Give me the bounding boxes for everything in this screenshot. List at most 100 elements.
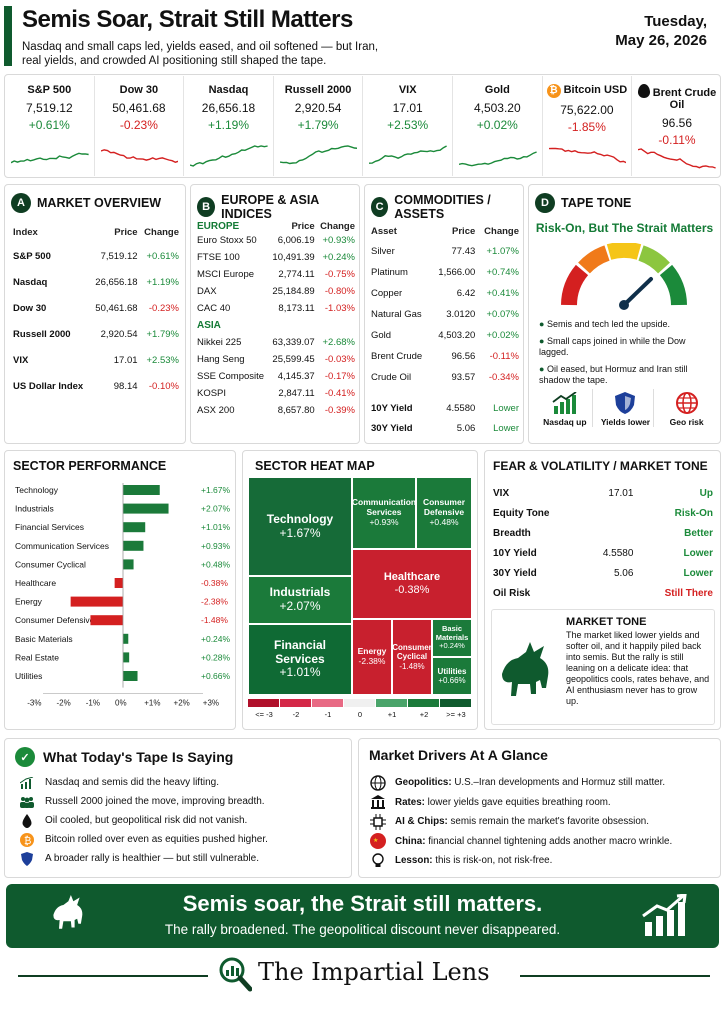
market-overview-card: A MARKET OVERVIEW Index Price Change S&P 500… — [4, 184, 186, 444]
fear-volatility-card: FEAR & VOLATILITY / MARKET TONE VIX 17.01… — [484, 450, 721, 730]
table-row: Euro Stoxx 50 6,006.19 +0.93% — [197, 235, 355, 246]
tape-saying-card: ✓ What Today's Tape Is Saying Nasdaq and… — [4, 738, 352, 878]
ticker-3: Russell 2000 2,920.54 +1.79% — [274, 76, 364, 176]
fear-table: VIX 17.01 Up Equity Tone Risk-On Breadth Bette… — [491, 483, 715, 603]
badge-a: A — [11, 193, 31, 213]
sector-bar — [123, 540, 144, 551]
col-change: Change — [144, 226, 179, 238]
table-row: DAX 25,184.89 -0.80% — [197, 286, 355, 297]
axis-tick-label: -3% — [27, 699, 41, 708]
tape-saying-list: Nasdaq and semis did the heavy lifting. R… — [19, 773, 349, 868]
table-row: Copper 6.42 +0.41% — [371, 288, 519, 299]
table-row: Silver 77.43 +1.07% — [371, 246, 519, 257]
sector-label: Technology — [15, 485, 59, 495]
heat-map-legend: <= -3 -2 -1 0 +1 +2 >= +3 — [248, 699, 472, 719]
market-tone-box: MARKET TONE The market liked lower yield… — [491, 609, 715, 725]
sparkline — [548, 147, 627, 164]
bitcoin-icon: ₿ — [546, 84, 561, 98]
sector-bar — [123, 485, 160, 495]
tone-icon-item: Geo risk — [659, 389, 715, 427]
oil-drop-icon — [637, 84, 650, 98]
table-row: Hang Seng 25,599.45 -0.03% — [197, 354, 355, 365]
ticker-4: VIX 17.01 +2.53% — [363, 76, 453, 176]
list-item: Nasdaq and semis did the heavy lifting. — [19, 773, 349, 792]
sparkline — [459, 151, 537, 167]
sector-label: Financial Services — [15, 522, 84, 532]
bitcoin-icon: ₿ — [19, 832, 35, 847]
legend-label: <= -3 — [255, 710, 273, 719]
oil-drop-icon — [19, 813, 35, 828]
sector-label: Basic Materials — [15, 634, 73, 644]
tape-tone-headline: Risk-On, But The Strait Matters — [535, 221, 714, 235]
list-item: ₿ Bitcoin rolled over even as equities pu… — [19, 830, 349, 849]
brand-divider-left — [18, 975, 208, 977]
col-price: Price — [114, 226, 138, 238]
sector-label: Communication Services — [15, 541, 109, 551]
shield-icon — [19, 851, 35, 866]
table-row: Nasdaq 26,656.18 +1.19% — [13, 276, 179, 288]
list-item: Geopolitics: U.S.–Iran developments and … — [369, 773, 717, 793]
ticker-name: VIX — [398, 84, 417, 96]
date: Tuesday, May 26, 2026 — [615, 13, 707, 49]
heat-map-title: SECTOR HEAT MAP — [255, 459, 375, 473]
table-row: Russell 2000 2,920.54 +1.79% — [13, 328, 179, 340]
list-item: AI & Chips: semis remain the market's fa… — [369, 812, 717, 832]
sparkline — [190, 145, 268, 167]
table-row: 30Y Yield 5.06 Lower — [493, 567, 713, 579]
table-row: Brent Crude 96.56 -0.11% — [371, 351, 519, 362]
sector-bar-chart: Technology +1.67% Industrials +2.07% Financi… — [15, 483, 231, 708]
axis-tick-label: +3% — [203, 699, 219, 708]
sector-value-label: -2.38% — [201, 597, 228, 607]
sparkline — [11, 152, 89, 164]
sector-value-label: -0.38% — [201, 578, 228, 588]
shield-icon — [598, 389, 653, 417]
sector-bar — [123, 652, 130, 663]
badge-d: D — [535, 193, 555, 213]
drivers-title: Market Drivers At A Glance — [369, 747, 548, 763]
table-row: KOSPI 2,847.11 -0.41% — [197, 388, 355, 399]
bank-icon — [369, 794, 387, 810]
tone-bullet: ● Small caps joined in while the Dow lag… — [539, 336, 686, 357]
tape-tone-title: TAPE TONE — [561, 196, 632, 210]
market-overview-table: Index Price Change S&P 500 7,519.12 +0.61% Nas… — [11, 221, 181, 399]
table-row: MSCI Europe 2,774.11 -0.75% — [197, 269, 355, 280]
legend-label: +2 — [419, 710, 429, 719]
table-row: 30Y Yield 5.06 Lower — [371, 422, 519, 434]
ticker-name: ₿ Bitcoin USD — [543, 84, 632, 98]
table-row: CAC 40 8,173.11 -1.03% — [197, 303, 355, 314]
sector-bar — [123, 522, 146, 533]
sparkline — [638, 148, 716, 169]
ticker-change: +0.61% — [28, 118, 70, 132]
axis-tick-label: +1% — [144, 699, 160, 708]
people-icon — [19, 796, 35, 808]
sector-bar — [123, 503, 169, 514]
sector-value-label: +0.48% — [201, 559, 231, 569]
sector-value-label: +1.01% — [201, 522, 231, 532]
sector-label: Utilities — [15, 671, 42, 681]
heatmap-cell: Utilities +0.66% — [432, 657, 472, 695]
heat-map-card: SECTOR HEAT MAP Technology +1.67% Communic… — [242, 450, 478, 730]
asia-label: ASIA — [197, 320, 221, 331]
sector-label: Consumer Cyclical — [15, 559, 86, 569]
svg-text:★: ★ — [373, 837, 378, 844]
tape-tone-card: D TAPE TONE Risk-On, But The Strait Matte… — [528, 184, 721, 444]
tape-tone-icons: Nasdaq up Yields lower Geo risk — [535, 389, 717, 427]
axis-tick-label: -2% — [56, 699, 70, 708]
commodities-title: COMMODITIES / ASSETS — [394, 193, 491, 221]
ticker-0: S&P 500 7,519.12 +0.61% — [5, 76, 95, 176]
gauge-icon — [561, 243, 687, 310]
ticker-change: +1.79% — [297, 118, 339, 132]
legend-label: +1 — [387, 710, 397, 719]
list-item: A broader rally is healthier — but still… — [19, 849, 349, 868]
ticker-change: +1.19% — [207, 118, 249, 132]
intl-indices-card: B EUROPE & ASIA INDICES EUROPE Price Change… — [190, 184, 360, 444]
heatmap-cell: Consumer Defensive +0.48% — [416, 477, 472, 549]
tone-icon-item: Yields lower — [598, 389, 654, 427]
sector-performance-title: SECTOR PERFORMANCE — [13, 459, 167, 473]
table-row: Breadth Better — [493, 527, 713, 539]
ticker-price: 75,622.00 — [560, 103, 614, 117]
brand-name: The Impartial Lens — [258, 958, 490, 986]
axis-tick-label: 0% — [115, 699, 127, 708]
heatmap-cell: Industrials +2.07% — [248, 576, 352, 624]
fear-volatility-title: FEAR & VOLATILITY / MARKET TONE — [493, 459, 708, 473]
